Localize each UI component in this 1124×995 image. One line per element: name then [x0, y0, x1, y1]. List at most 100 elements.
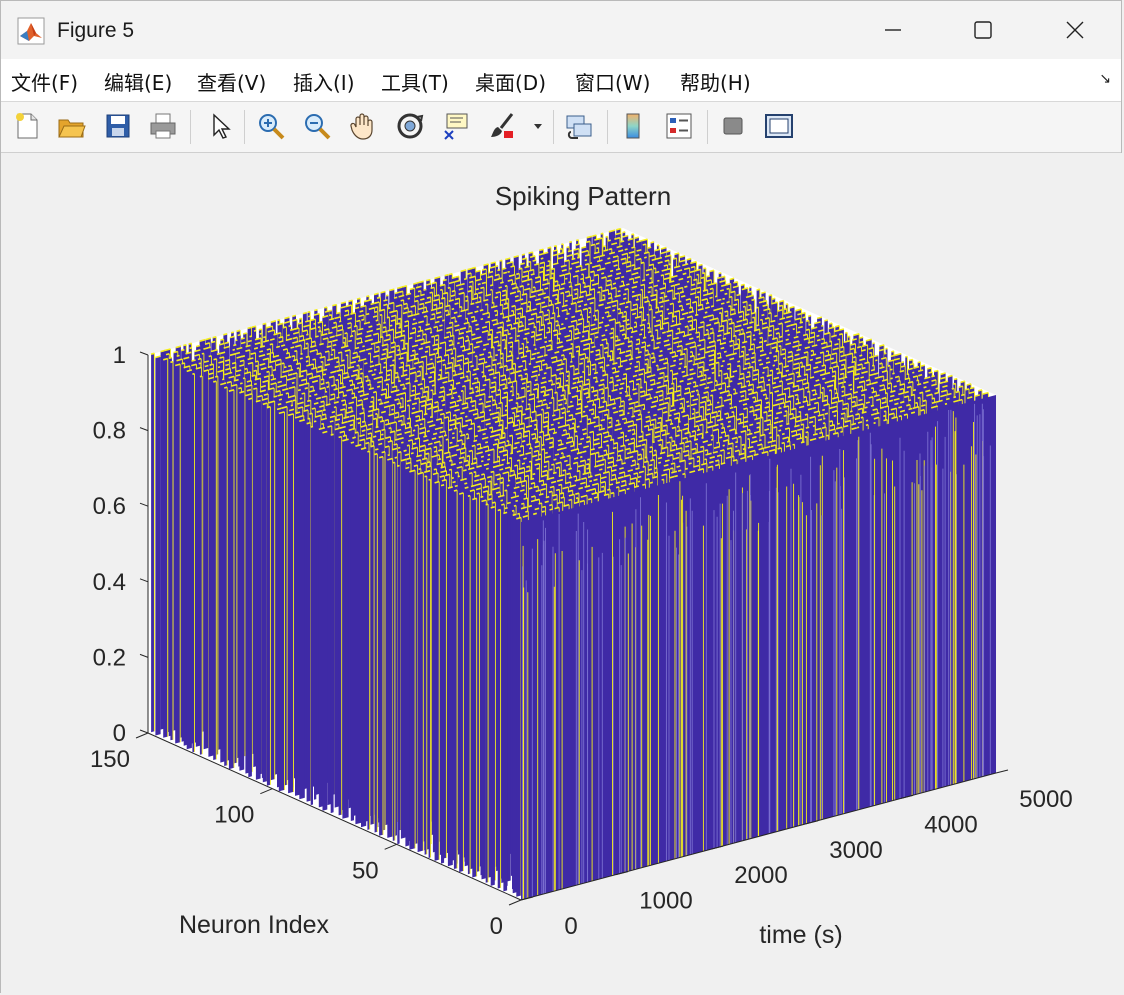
minimize-button[interactable] [847, 1, 939, 59]
spike-top [523, 368, 528, 371]
spike-top [534, 298, 541, 302]
save-button[interactable] [102, 110, 134, 142]
data-cursor-button[interactable] [440, 110, 472, 142]
spike-top [483, 361, 488, 364]
spike-top [424, 385, 429, 389]
spike-top [194, 353, 200, 357]
spike-top [525, 309, 532, 313]
spike-top [454, 324, 460, 328]
spike-top [751, 298, 755, 302]
spike-top [306, 372, 313, 376]
spike-top [385, 294, 389, 297]
spike-top [395, 331, 402, 334]
spike-top [333, 387, 339, 391]
spike-top [439, 412, 445, 416]
show-plot-tools-button[interactable] [763, 110, 795, 142]
colorbar-button[interactable] [617, 110, 649, 142]
spike-top [373, 368, 377, 371]
spike-top [631, 294, 638, 298]
menu-desktop[interactable]: 桌面(D) [475, 71, 547, 95]
close-button[interactable] [1029, 1, 1121, 59]
toolbar-separator [190, 110, 191, 144]
spike-top [350, 312, 356, 315]
rotate-3d-button[interactable] [394, 110, 426, 142]
spike-top [709, 331, 715, 335]
legend-button[interactable] [663, 110, 695, 142]
link-plot-button[interactable] [563, 110, 595, 142]
spike-top [345, 304, 352, 308]
spike-top [350, 360, 357, 364]
spike-top [382, 348, 388, 351]
spike-top [356, 332, 363, 336]
spike-top [636, 240, 642, 243]
spike-top [365, 334, 372, 338]
dock-arrow-icon[interactable]: ↘ [1099, 71, 1111, 87]
spike-top [495, 265, 499, 268]
spike-top [572, 297, 579, 300]
spike-top [404, 320, 409, 323]
menu-edit[interactable]: 编辑(E) [104, 71, 173, 95]
spike-top [661, 268, 669, 272]
spike-top [316, 369, 323, 373]
spike-top [667, 267, 671, 271]
spike-top [438, 346, 442, 350]
spike-top [398, 357, 404, 360]
spike-top [225, 367, 231, 371]
spike-top [277, 380, 283, 384]
maximize-button[interactable] [937, 1, 1029, 59]
spike-top [322, 373, 327, 376]
spike-top [465, 348, 471, 351]
zoom-in-button[interactable] [255, 110, 287, 142]
spike-top [451, 289, 456, 293]
spike-top [521, 279, 529, 283]
new-figure-button[interactable] [11, 110, 43, 142]
spike-top [448, 272, 453, 276]
spike-top [658, 300, 665, 304]
menu-tools[interactable]: 工具(T) [381, 71, 449, 95]
menu-window[interactable]: 窗口(W) [575, 71, 651, 95]
edit-plot-button[interactable] [204, 110, 236, 142]
spike-top [263, 393, 269, 396]
spike-top [640, 345, 646, 349]
spike-top [270, 320, 277, 323]
spike-top [310, 344, 317, 348]
spike-top [654, 270, 660, 274]
spike-top [473, 345, 480, 349]
spike-top [373, 292, 379, 296]
open-file-button[interactable] [55, 110, 87, 142]
spike-top [552, 249, 558, 252]
spike-top [507, 279, 513, 282]
pan-button[interactable] [347, 110, 379, 142]
spike-top [672, 315, 677, 318]
brush-dropdown-button[interactable] [529, 110, 547, 142]
brush-button[interactable] [487, 110, 519, 142]
spike-top [345, 345, 349, 348]
spike-top [277, 393, 284, 397]
menu-file[interactable]: 文件(F) [11, 71, 79, 95]
print-button[interactable] [147, 110, 179, 142]
spike-top [399, 290, 404, 293]
spiking-pattern-chart[interactable]: Spiking Pattern 010002000300040005000050… [1, 153, 1123, 993]
spike-top [424, 327, 432, 331]
spike-top [475, 340, 483, 344]
spike-top [581, 335, 585, 338]
menu-help[interactable]: 帮助(H) [680, 71, 751, 95]
spike-top [577, 317, 584, 321]
spike-top [246, 388, 252, 392]
spike-top [578, 295, 584, 299]
spike-top [435, 311, 442, 315]
hide-plot-tools-button[interactable] [717, 110, 749, 142]
spike-top [322, 409, 326, 412]
spike-top [677, 300, 682, 303]
spike-top [691, 283, 696, 287]
spike-top [441, 297, 446, 300]
spike-top [549, 276, 554, 280]
spike-top [382, 330, 388, 334]
spike-top [350, 373, 358, 378]
menu-insert[interactable]: 插入(I) [293, 71, 355, 95]
menu-view[interactable]: 查看(V) [197, 71, 267, 95]
spike-top [232, 348, 236, 351]
spike-top [616, 356, 621, 360]
zoom-out-button[interactable] [301, 110, 333, 142]
spike-top [568, 307, 572, 310]
